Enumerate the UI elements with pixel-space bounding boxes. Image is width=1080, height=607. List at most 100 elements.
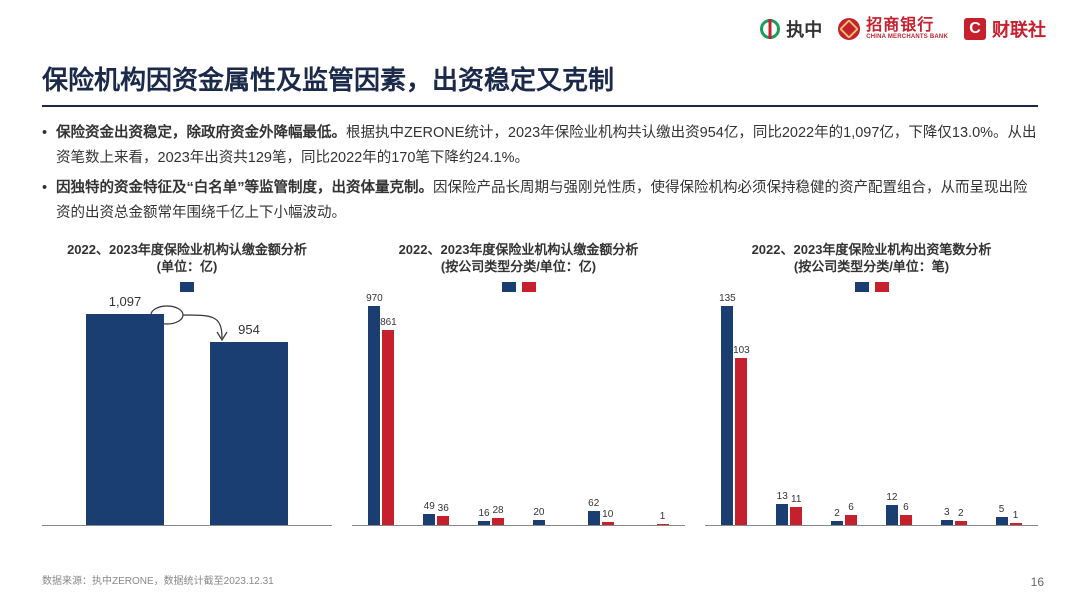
bar-fill bbox=[776, 504, 788, 525]
cmb-icon bbox=[838, 18, 860, 40]
legend-swatch-a bbox=[180, 282, 194, 292]
bar-fill bbox=[996, 517, 1008, 525]
bar: 20 bbox=[533, 520, 545, 525]
bar-value-label: 2 bbox=[834, 508, 840, 521]
bar: 135 bbox=[721, 306, 733, 525]
bar: 5 bbox=[996, 517, 1008, 525]
bar-value-label: 13 bbox=[777, 491, 788, 504]
bar-group: 26 bbox=[831, 515, 857, 525]
bar-fill bbox=[790, 507, 802, 525]
bar-fill bbox=[210, 342, 288, 525]
bar-fill bbox=[533, 520, 545, 525]
bar: 1 bbox=[657, 524, 669, 525]
legend-swatch-a bbox=[855, 282, 869, 292]
bar-fill bbox=[382, 330, 394, 524]
chart-title: 2022、2023年度保险业机构出资笔数分析 (按公司类型分类/单位：笔) bbox=[705, 241, 1038, 276]
logo-cmb: 招商银行 CHINA MERCHANTS BANK bbox=[838, 18, 948, 40]
bullet-bold: 保险资金出资稳定，除政府资金外降幅最低。 bbox=[56, 125, 346, 141]
bar: 103 bbox=[735, 358, 747, 525]
bar: 28 bbox=[492, 518, 504, 524]
bar-group: 32 bbox=[941, 520, 967, 525]
bar-value-label: 1 bbox=[660, 511, 666, 524]
bar-value-label: 1 bbox=[1013, 510, 1019, 523]
bar-fill bbox=[1010, 523, 1022, 525]
chart-amount-total: 2022、2023年度保险业机构认缴金额分析 (单位：亿) 1,097 954 bbox=[42, 241, 332, 526]
bar: 49 bbox=[423, 514, 435, 525]
bar: 2 bbox=[831, 521, 843, 524]
bar: 6 bbox=[900, 515, 912, 525]
bar: 62 bbox=[588, 511, 600, 525]
bar-group: 1628 bbox=[478, 518, 504, 524]
bar-fill bbox=[955, 521, 967, 524]
bullet-list: 保险资金出资稳定，除政府资金外降幅最低。根据执中ZERONE统计，2023年保险… bbox=[42, 121, 1038, 227]
bar-value-label: 6 bbox=[903, 502, 909, 515]
legend-swatch-b bbox=[522, 282, 536, 292]
logo-cls: C 财联社 bbox=[964, 16, 1046, 42]
bar-value-label: 1,097 bbox=[86, 294, 164, 309]
bullet-item: 保险资金出资稳定，除政府资金外降幅最低。根据执中ZERONE统计，2023年保险… bbox=[42, 121, 1038, 172]
bar-value-label: 12 bbox=[886, 492, 897, 505]
bullet-item: 因独特的资金特征及“白名单”等监管制度，出资体量克制。因保险产品长周期与强刚兑性… bbox=[42, 176, 1038, 227]
bar-fill bbox=[657, 524, 669, 525]
bar-value-label: 954 bbox=[210, 322, 288, 337]
slide: 执中 招商银行 CHINA MERCHANTS BANK C 财联社 保险机构因… bbox=[0, 0, 1080, 607]
bar-fill bbox=[602, 522, 614, 524]
bar: 13 bbox=[776, 504, 788, 525]
bar-value-label: 28 bbox=[493, 505, 504, 518]
chart-plot: 1351031311261263251 bbox=[705, 296, 1038, 526]
chart-plot: 1,097 954 bbox=[42, 296, 332, 526]
bar-value-label: 36 bbox=[438, 503, 449, 516]
logo-zhizhong: 执中 bbox=[760, 16, 822, 42]
bar-group: 1 bbox=[643, 524, 669, 525]
bar-fill bbox=[886, 505, 898, 524]
bar: 11 bbox=[790, 507, 802, 525]
charts-row: 2022、2023年度保险业机构认缴金额分析 (单位：亿) 1,097 954 2… bbox=[42, 241, 1038, 526]
bar-value-label: 62 bbox=[588, 498, 599, 511]
bar: 1,097 bbox=[86, 314, 164, 524]
bar-value-label: 3 bbox=[944, 507, 950, 520]
bar-value-label: 49 bbox=[424, 501, 435, 514]
bar: 954 bbox=[210, 342, 288, 525]
bar-group: 126 bbox=[886, 505, 912, 524]
chart-plot: 970861 4936 1628 20 6210 1 bbox=[352, 296, 685, 526]
bar-group: 1311 bbox=[776, 504, 802, 525]
legend-swatch-b bbox=[875, 282, 889, 292]
bar-fill bbox=[900, 515, 912, 525]
logo-cmb-text: 招商银行 CHINA MERCHANTS BANK bbox=[866, 18, 948, 40]
bar-group: 6210 bbox=[588, 511, 614, 525]
bar-value-label: 11 bbox=[791, 494, 801, 507]
page-title: 保险机构因资金属性及监管因素，出资稳定又克制 bbox=[42, 60, 1038, 97]
bar-group: 970861 bbox=[368, 306, 394, 525]
data-source: 数据来源：执中ZERONE，数据统计截至2023.12.31 bbox=[42, 572, 274, 587]
logo-cls-text: 财联社 bbox=[992, 16, 1046, 42]
bar: 12 bbox=[886, 505, 898, 524]
bullet-bold: 因独特的资金特征及“白名单”等监管制度，出资体量克制。 bbox=[56, 180, 433, 196]
chart-count-by-type: 2022、2023年度保险业机构出资笔数分析 (按公司类型分类/单位：笔) 13… bbox=[705, 241, 1038, 526]
bar-fill bbox=[492, 518, 504, 524]
bar-value-label: 5 bbox=[999, 504, 1005, 517]
legend-swatch-a bbox=[502, 282, 516, 292]
bar-value-label: 2 bbox=[958, 508, 964, 521]
bar: 861 bbox=[382, 330, 394, 524]
bar: 1 bbox=[1010, 523, 1022, 525]
bar-fill bbox=[437, 516, 449, 524]
bar-fill bbox=[368, 306, 380, 525]
logo-zhizhong-text: 执中 bbox=[786, 16, 822, 42]
bar-fill bbox=[941, 520, 953, 525]
bar-group: 51 bbox=[996, 517, 1022, 525]
chart-legend bbox=[705, 282, 1038, 292]
bar: 970 bbox=[368, 306, 380, 525]
chart-title: 2022、2023年度保险业机构认缴金额分析 (单位：亿) bbox=[42, 241, 332, 276]
bar-value-label: 6 bbox=[848, 502, 854, 515]
bar-fill bbox=[478, 521, 490, 525]
bar-group: 4936 bbox=[423, 514, 449, 525]
bar-value-label: 16 bbox=[479, 508, 490, 521]
bar-fill bbox=[423, 514, 435, 525]
title-underline bbox=[42, 105, 1038, 107]
chart-legend bbox=[352, 282, 685, 292]
bar-group: 20 bbox=[533, 520, 559, 525]
bar-value-label: 135 bbox=[719, 293, 736, 306]
chart-title: 2022、2023年度保险业机构认缴金额分析 (按公司类型分类/单位：亿) bbox=[352, 241, 685, 276]
zhizhong-icon bbox=[760, 19, 780, 39]
bar: 6 bbox=[845, 515, 857, 525]
